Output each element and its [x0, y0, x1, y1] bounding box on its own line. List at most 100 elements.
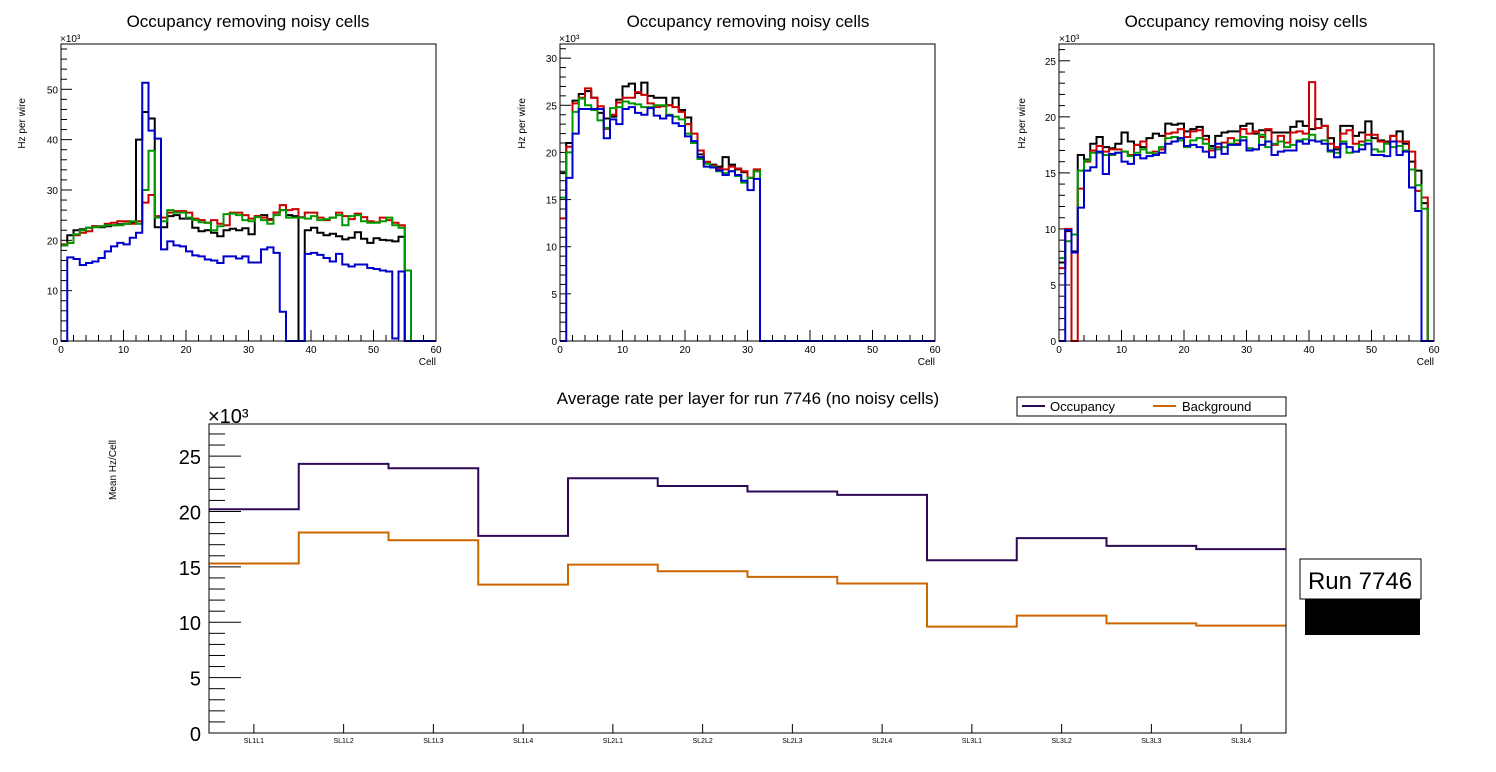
histogram-series-layer-2	[61, 194, 436, 342]
layer-rate-panel: Average rate per layer for run 7746 (no …	[108, 389, 1422, 746]
histogram-series-layer-1	[1059, 118, 1434, 342]
histogram-series-layer-4	[1059, 137, 1434, 342]
legend-label-background: Background	[1182, 399, 1251, 414]
x-tick-label: 60	[929, 345, 941, 356]
panel-2-multiplier: ×10³	[559, 34, 580, 45]
panel-3-multiplier: ×10³	[1059, 34, 1080, 45]
legend: Occupancy Background	[1016, 396, 1287, 417]
x-category-label: SL1L1	[244, 738, 264, 745]
x-tick-label: 60	[430, 345, 442, 356]
x-tick-label: 30	[1241, 345, 1253, 356]
y-tick-label: 15	[1045, 169, 1057, 180]
plot-frame	[1058, 43, 1435, 342]
y-tick-label: 0	[1050, 337, 1056, 348]
x-tick-label: 40	[1303, 345, 1315, 356]
histogram-series-layer-3	[1059, 133, 1434, 342]
y-tick-label: 10	[546, 243, 558, 254]
plot-frame	[559, 43, 936, 342]
layer-rate-ylabel: Mean Hz/Cell	[108, 440, 119, 500]
x-tick-label: 50	[368, 345, 380, 356]
y-tick-label: 5	[551, 290, 557, 301]
x-category-label: SL3L3	[1141, 738, 1161, 745]
histogram-series-layer-4	[61, 81, 436, 342]
y-tick-label: 10	[47, 287, 59, 298]
x-tick-label: 60	[1428, 345, 1440, 356]
x-category-label: SL1L4	[513, 738, 533, 745]
run-annotation: Run 7746	[1299, 558, 1422, 635]
x-tick-label: 30	[742, 345, 754, 356]
y-tick-label: 15	[546, 196, 558, 207]
histogram-series-layer-3	[560, 97, 935, 342]
run-box-shadow	[1305, 599, 1420, 635]
histogram-panel-1: Occupancy removing noisy cells Hz per wi…	[17, 12, 442, 368]
x-category-label: SL1L2	[334, 738, 354, 745]
histogram-panel-2: Occupancy removing noisy cells Hz per wi…	[517, 12, 941, 368]
panel-3-ylabel: Hz per wire	[1017, 98, 1028, 149]
panel-2-title: Occupancy removing noisy cells	[627, 12, 870, 31]
step-series-occupancy	[209, 462, 1286, 562]
run-label: Run 7746	[1308, 568, 1412, 595]
legend-label-occupancy: Occupancy	[1050, 399, 1116, 414]
x-tick-label: 20	[180, 345, 192, 356]
y-tick-label: 25	[546, 101, 558, 112]
y-tick-label: 20	[546, 148, 558, 159]
panel-1-xlabel: Cell	[419, 357, 436, 368]
histogram-series-layer-3	[61, 149, 436, 342]
y-tick-label: 25	[179, 447, 201, 469]
legend-box	[1016, 396, 1287, 417]
panel-1-multiplier: ×10³	[60, 34, 81, 45]
y-tick-label: 0	[190, 724, 201, 746]
x-tick-label: 10	[1116, 345, 1128, 356]
x-tick-label: 30	[243, 345, 255, 356]
y-tick-label: 40	[47, 136, 59, 147]
x-tick-label: 20	[1178, 345, 1190, 356]
histogram-series-layer-2	[560, 87, 935, 342]
histogram-series-layer-2	[1059, 81, 1434, 342]
x-category-label: SL3L1	[962, 738, 982, 745]
y-tick-label: 50	[47, 85, 59, 96]
panel-1-title: Occupancy removing noisy cells	[127, 12, 370, 31]
plot-frame	[208, 423, 1287, 734]
x-tick-label: 0	[58, 345, 64, 356]
panel-3-title: Occupancy removing noisy cells	[1125, 12, 1368, 31]
step-series-background	[209, 531, 1286, 628]
histogram-series-layer-4	[560, 106, 935, 342]
x-tick-label: 50	[1366, 345, 1378, 356]
panel-1-ylabel: Hz per wire	[17, 98, 28, 149]
y-tick-label: 5	[190, 669, 201, 691]
panel-2-ylabel: Hz per wire	[517, 98, 528, 149]
y-tick-label: 20	[1045, 113, 1057, 124]
x-tick-label: 10	[617, 345, 629, 356]
run-box	[1299, 558, 1422, 600]
x-tick-label: 50	[867, 345, 879, 356]
x-tick-label: 0	[1056, 345, 1062, 356]
layer-rate-title: Average rate per layer for run 7746 (no …	[557, 389, 939, 408]
y-tick-label: 30	[546, 54, 558, 65]
x-category-label: SL2L1	[603, 738, 623, 745]
x-tick-label: 10	[118, 345, 130, 356]
x-category-label: SL3L2	[1052, 738, 1072, 745]
x-tick-label: 40	[804, 345, 816, 356]
y-tick-label: 25	[1045, 57, 1057, 68]
layer-rate-multiplier: ×10³	[208, 406, 249, 428]
x-tick-label: 0	[557, 345, 563, 356]
x-category-label: SL3L4	[1231, 738, 1251, 745]
histogram-panel-3: Occupancy removing noisy cells Hz per wi…	[1017, 12, 1440, 368]
y-tick-label: 5	[1050, 281, 1056, 292]
y-tick-label: 0	[52, 337, 58, 348]
histogram-series-layer-1	[61, 110, 436, 342]
x-category-label: SL2L2	[693, 738, 713, 745]
panel-2-xlabel: Cell	[918, 357, 935, 368]
y-tick-label: 10	[1045, 225, 1057, 236]
y-tick-label: 20	[179, 502, 201, 524]
x-category-label: SL2L4	[872, 738, 892, 745]
x-category-label: SL1L3	[423, 738, 443, 745]
y-tick-label: 20	[47, 236, 59, 247]
y-tick-label: 15	[179, 558, 201, 580]
plot-frame	[60, 43, 437, 342]
x-tick-label: 40	[305, 345, 317, 356]
panel-3-xlabel: Cell	[1417, 357, 1434, 368]
y-tick-label: 30	[47, 186, 59, 197]
y-tick-label: 0	[551, 337, 557, 348]
